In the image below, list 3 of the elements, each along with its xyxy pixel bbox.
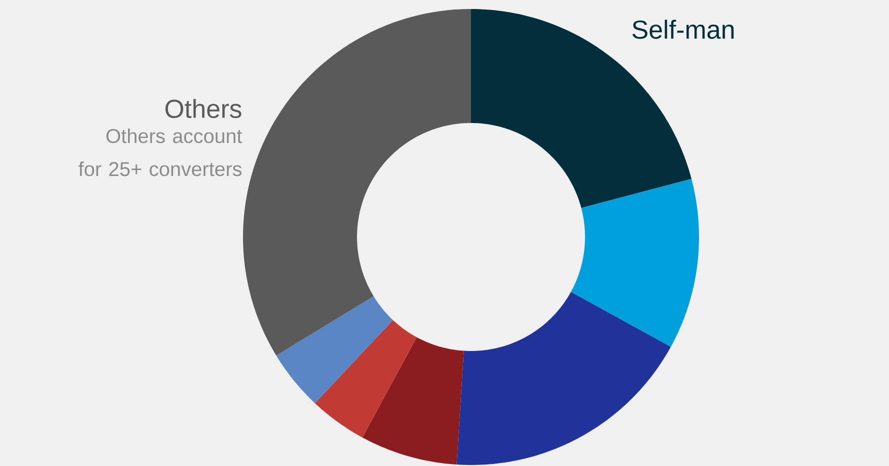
slice-label: Self-man (632, 20, 734, 39)
slice-label: Others (165, 98, 242, 118)
text: Others account for 25+ converters (78, 128, 242, 176)
